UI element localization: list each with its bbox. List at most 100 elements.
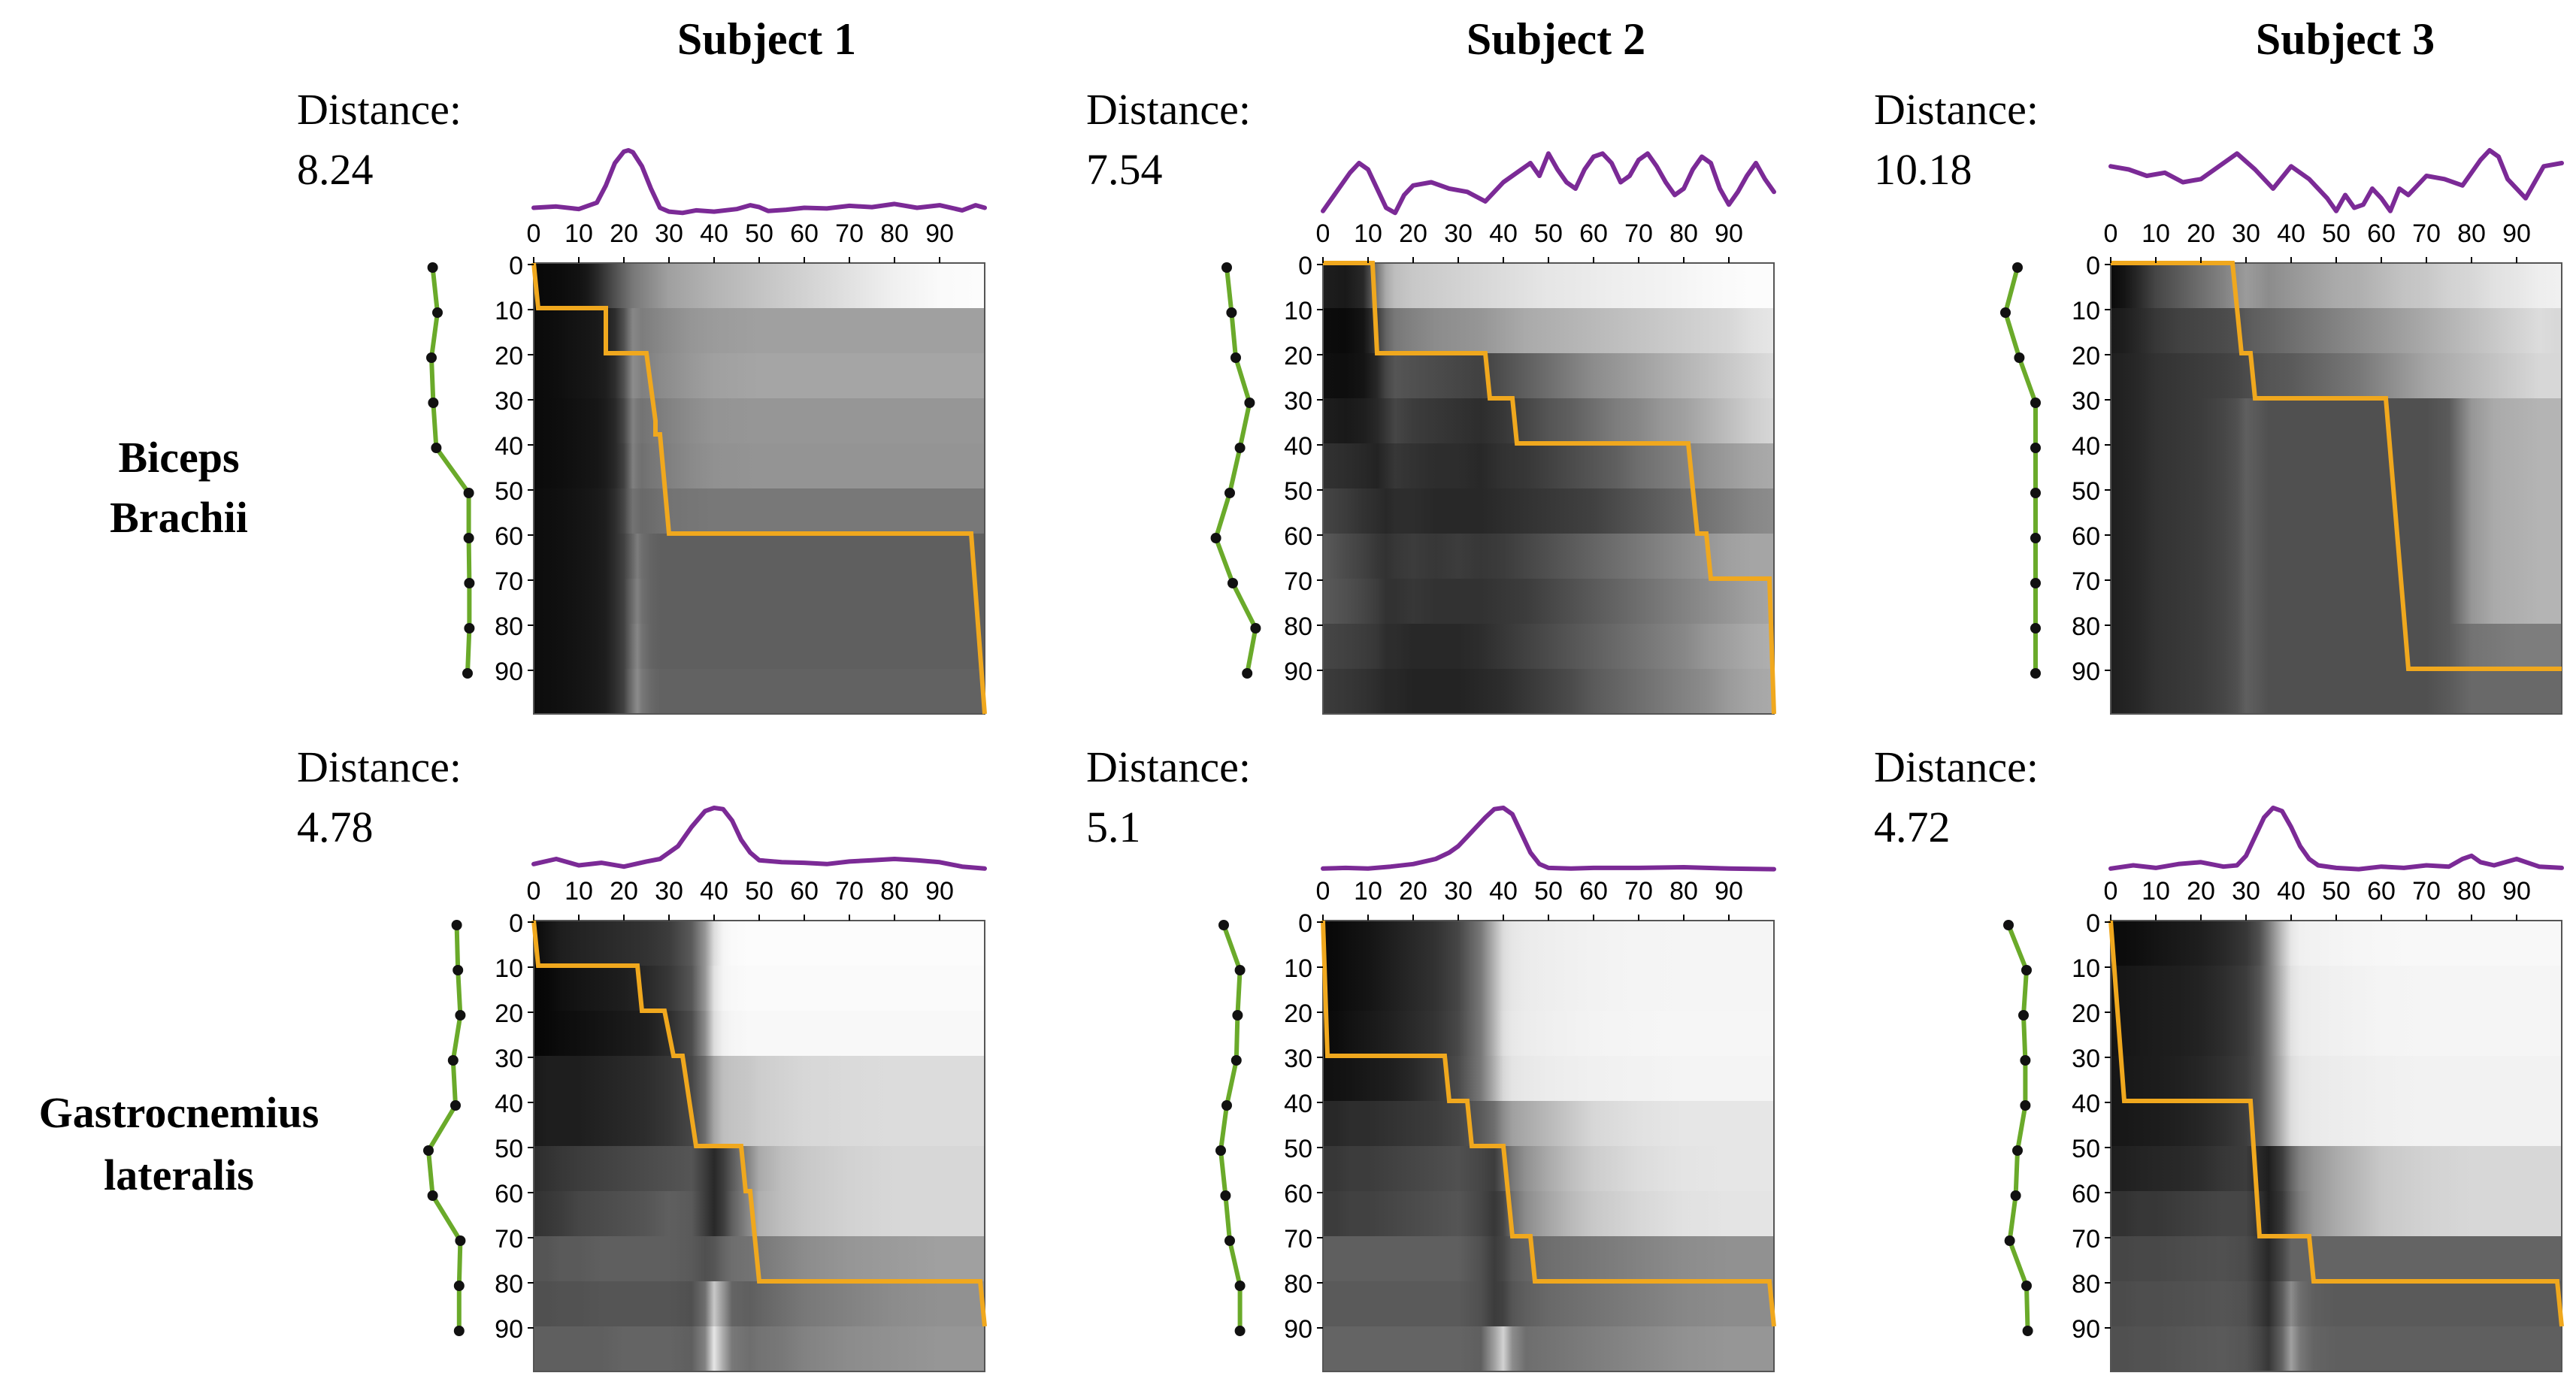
panel-biceps-subject-1: 0 10 20 30 40 50 60 70 80 90 0 10 20 30 40 50 60 70 80 90 Di…: [297, 85, 987, 715]
heatmap-band: [1323, 1056, 1774, 1102]
y-tick-label: 80: [495, 1270, 523, 1299]
distance-label: Distance:: [1874, 85, 2039, 134]
heatmap-band: [2111, 1326, 2562, 1372]
y-tick-label: 40: [2072, 1090, 2100, 1118]
x-tick-label: 10: [2142, 877, 2170, 906]
row-label-biceps-line1: Biceps: [118, 433, 239, 482]
x-tick-label: 70: [2412, 877, 2441, 906]
x-tick-label: 30: [2232, 877, 2260, 906]
heatmap-band: [2111, 966, 2562, 1012]
skeleton-node: [1242, 668, 1253, 679]
heatmap-band: [1323, 398, 1774, 444]
skeleton-node: [450, 1100, 461, 1111]
x-tick-label: 50: [1534, 219, 1563, 248]
heatmap-band: [534, 1326, 985, 1372]
distance-label: Distance:: [1086, 85, 1251, 134]
x-tick-label: 90: [925, 219, 954, 248]
y-tick-label: 50: [1284, 1135, 1312, 1163]
x-tick-label: 0: [1316, 877, 1330, 906]
skeleton-line: [429, 267, 472, 674]
heatmap-band: [2111, 308, 2562, 354]
skeleton-node: [2003, 920, 2014, 930]
y-tick-label: 90: [2072, 1315, 2100, 1344]
x-tick-label: 20: [1399, 219, 1427, 248]
y-tick-label: 80: [1284, 1270, 1312, 1299]
x-tick-label: 0: [1316, 219, 1330, 248]
distance-label: Distance:: [1874, 742, 2039, 791]
heatmap-band: [1323, 263, 1774, 309]
heatmap-band: [1323, 353, 1774, 399]
x-tick-label: 30: [655, 877, 683, 906]
x-tick-label: 40: [1489, 219, 1518, 248]
y-tick-label: 30: [1284, 1045, 1312, 1073]
skeleton-node: [2030, 623, 2041, 634]
y-tick-label: 60: [495, 1180, 523, 1208]
warp-path-line: [2108, 920, 2564, 1327]
heatmap-band: [534, 1191, 985, 1237]
y-tick-label: 40: [1284, 432, 1312, 461]
heatmap-band: [2111, 921, 2562, 966]
y-tick-label: 40: [2072, 432, 2100, 461]
x-tick-label: 80: [1669, 877, 1698, 906]
x-tick-label: 70: [835, 219, 864, 248]
x-tick-label: 40: [700, 219, 728, 248]
skeleton-node: [2010, 1190, 2021, 1201]
x-tick-label: 10: [2142, 219, 2170, 248]
skeleton-node: [2018, 1010, 2029, 1021]
y-tick-label: 30: [2072, 1045, 2100, 1073]
y-tick-label: 20: [495, 342, 523, 370]
heatmap-band: [534, 488, 985, 534]
panel-gastrocnemius-subject-2: 0 10 20 30 40 50 60 70 80 90 0 10 20 30 40 50 60 70 80 90 Di…: [1086, 742, 1776, 1372]
x-tick-label: 60: [1579, 877, 1608, 906]
subject-1-title: Subject 1: [677, 14, 856, 64]
subject-3-title: Subject 3: [2256, 14, 2435, 64]
panel-biceps-subject-2: 0 10 20 30 40 50 60 70 80 90 0 10 20 30 40 50 60 70 80 90 Di…: [1086, 85, 1776, 715]
skeleton-line: [1218, 924, 1243, 1331]
x-tick-label: 60: [2367, 877, 2396, 906]
skeleton-node: [2020, 1055, 2031, 1066]
skeleton-node: [1215, 1145, 1226, 1156]
skeleton-node: [1220, 1190, 1231, 1201]
y-tick-label: 60: [2072, 522, 2100, 551]
x-tick-label: 40: [2277, 219, 2305, 248]
x-tick-label: 40: [1489, 877, 1518, 906]
x-tick-label: 0: [2104, 877, 2118, 906]
y-tick-label: 60: [495, 522, 523, 551]
y-tick-label: 70: [2072, 1225, 2100, 1253]
skeleton-line: [2003, 267, 2038, 673]
skeleton-line: [426, 924, 463, 1331]
x-tick-label: 30: [1444, 219, 1473, 248]
x-tick-label: 10: [1354, 219, 1382, 248]
skeleton-node: [2021, 965, 2032, 975]
distance-value: 8.24: [297, 145, 374, 194]
y-tick-label: 10: [1284, 297, 1312, 325]
skeleton-node: [428, 398, 439, 408]
y-tick-label: 0: [1298, 909, 1312, 938]
x-tick-label: 20: [1399, 877, 1427, 906]
heatmap-band: [2111, 669, 2562, 715]
heatmap-band: [2111, 1056, 2562, 1102]
y-tick-label: 0: [2086, 909, 2100, 938]
row-label-gastrocnemius-line1: Gastrocnemius: [39, 1088, 319, 1137]
skeleton-node: [2030, 488, 2041, 498]
skeleton-node: [427, 262, 438, 273]
heatmap-band: [534, 263, 985, 309]
y-tick-label: 90: [1284, 658, 1312, 686]
skeleton-line: [1213, 267, 1258, 674]
heatmap-band: [1323, 1236, 1774, 1282]
distance-value: 7.54: [1086, 145, 1163, 194]
y-tick-label: 0: [509, 252, 523, 280]
x-tick-label: 10: [565, 877, 593, 906]
y-tick-label: 80: [1284, 612, 1312, 641]
x-tick-label: 20: [610, 219, 638, 248]
x-tick-label: 50: [745, 219, 773, 248]
y-tick-label: 50: [2072, 477, 2100, 506]
x-tick-label: 10: [565, 219, 593, 248]
heatmap-band: [534, 1146, 985, 1192]
difference-curve: [1321, 806, 1776, 872]
row-label-biceps-line2: Brachii: [110, 493, 248, 542]
x-tick-label: 50: [745, 877, 773, 906]
x-tick-label: 0: [2104, 219, 2118, 248]
skeleton-node: [2030, 398, 2041, 408]
